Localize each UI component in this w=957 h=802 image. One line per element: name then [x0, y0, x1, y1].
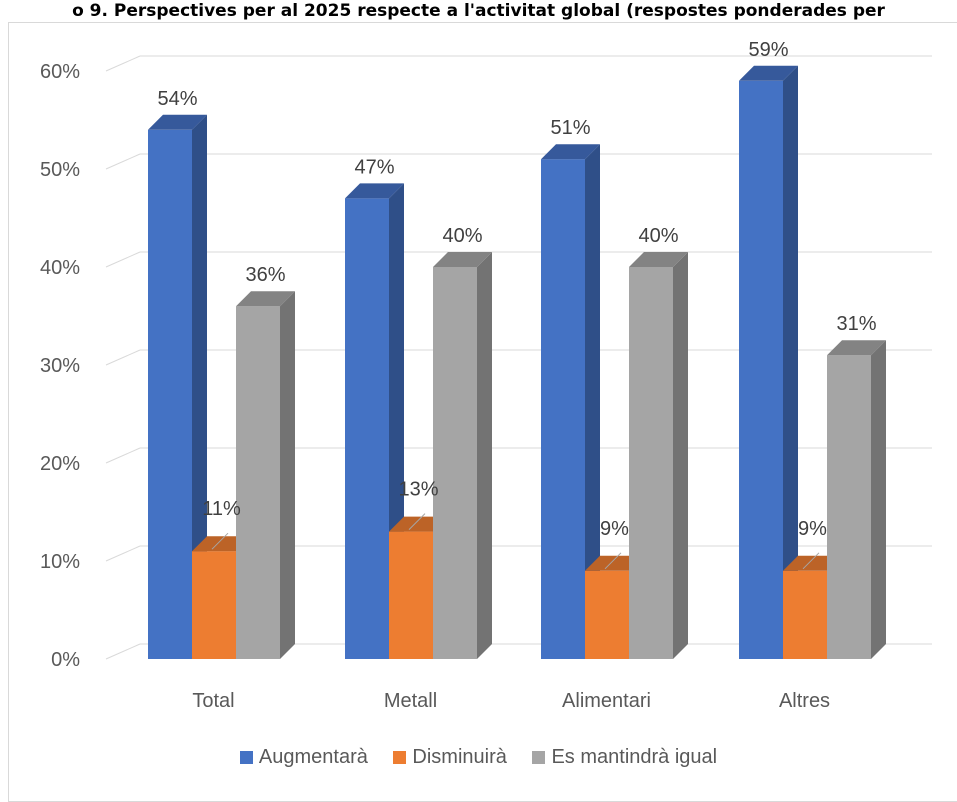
legend-item-augmentara: Augmentarà: [239, 746, 368, 769]
legend-swatch-disminuira: [393, 751, 407, 764]
bar-top: [433, 252, 492, 267]
bar-side: [585, 144, 600, 659]
bar-front: [585, 570, 629, 659]
bar-top: [827, 340, 886, 356]
bar-top: [739, 65, 798, 81]
bar-altres-2: [827, 340, 886, 659]
legend-swatch-augmentara: [239, 751, 253, 764]
bar-front: [236, 306, 280, 659]
data-label: 36%: [245, 264, 285, 286]
data-labels: 54% 11% 36% 47% 13% 40% 51% 9% 40% 59% 9% 31%: [157, 39, 877, 570]
data-label: 51%: [550, 117, 590, 139]
leader-line: [604, 552, 622, 570]
bar-side: [783, 65, 798, 660]
bar-side: [673, 252, 688, 659]
legend-swatch-es-mantindra-igual: [532, 751, 546, 764]
bars: [148, 65, 886, 660]
legend-label-disminuira: Disminuirà: [412, 746, 507, 768]
legend-label-es-mantindra-igual: Es mantindrà igual: [551, 746, 718, 768]
x-category-label: Altres: [779, 690, 830, 712]
bar-alimentari-0: [541, 144, 600, 659]
y-tick-label: 50%: [40, 159, 80, 181]
bar-front: [192, 551, 236, 659]
bar-top: [236, 291, 295, 307]
data-label: 59%: [748, 39, 788, 61]
x-category-label: Alimentari: [562, 690, 651, 712]
leader-line: [802, 552, 820, 570]
bar-total-2: [236, 291, 295, 659]
y-tick-label: 10%: [40, 551, 80, 573]
bar-front: [629, 267, 673, 659]
chart-title: o 9. Perspectives per al 2025 respecte a…: [72, 1, 885, 21]
gridline-diagonal: [105, 55, 141, 72]
gridline-diagonal: [105, 153, 141, 170]
bar-front: [827, 355, 871, 659]
y-axis-ticks: 0% 10% 20% 30% 40% 50% 60%: [40, 61, 80, 671]
data-label: 31%: [836, 313, 876, 335]
bar-front: [433, 267, 477, 659]
bar-total-0: [148, 114, 207, 660]
gridline-diagonal: [105, 545, 141, 562]
y-tick-label: 0%: [51, 649, 80, 671]
bar-front: [148, 129, 192, 660]
bar-top: [541, 144, 600, 160]
bar-side: [477, 252, 492, 659]
bar-top: [345, 183, 404, 199]
y-tick-label: 60%: [40, 61, 80, 83]
leader-line: [211, 532, 229, 550]
gridline-diagonal: [105, 447, 141, 464]
bar-top: [148, 114, 207, 130]
y-tick-label: 30%: [40, 355, 80, 377]
data-label: 11%: [202, 498, 241, 520]
bar-side: [871, 340, 886, 659]
data-label: 40%: [442, 225, 482, 247]
bar-altres-0: [739, 65, 798, 660]
gridline-diagonal: [105, 251, 141, 268]
bar-front: [783, 570, 827, 659]
x-category-label: Metall: [384, 690, 437, 712]
bar-metall-2: [433, 252, 492, 659]
data-label: 13%: [398, 479, 438, 501]
legend-item-disminuira: Disminuirà: [393, 746, 507, 769]
gridline-diagonal: [105, 643, 141, 660]
data-label: 47%: [354, 156, 394, 178]
bar-front: [541, 159, 585, 659]
data-label: 54%: [157, 88, 197, 110]
bar-alimentari-2: [629, 252, 688, 659]
bar-front: [389, 531, 433, 659]
bar-front: [739, 80, 783, 660]
leader-line: [408, 513, 426, 530]
y-tick-label: 20%: [40, 453, 80, 475]
gridlines: [105, 55, 932, 660]
legend-item-es-mantindra-igual: Es mantindrà igual: [532, 746, 717, 769]
data-label: 9%: [798, 518, 827, 540]
gridline-diagonal: [105, 349, 141, 366]
data-label: 9%: [600, 518, 629, 540]
bar-side: [192, 114, 207, 660]
data-label: 40%: [638, 225, 678, 247]
bar-front: [345, 198, 389, 659]
x-axis-categories: Total Metall Alimentari Altres: [192, 690, 830, 712]
legend-label-augmentara: Augmentarà: [258, 746, 368, 768]
legend: Augmentarà Disminuirà Es mantindrà igual: [0, 746, 957, 770]
bar-top: [629, 252, 688, 267]
x-category-label: Total: [192, 690, 234, 712]
y-tick-label: 40%: [40, 257, 80, 279]
bar-side: [280, 291, 295, 659]
